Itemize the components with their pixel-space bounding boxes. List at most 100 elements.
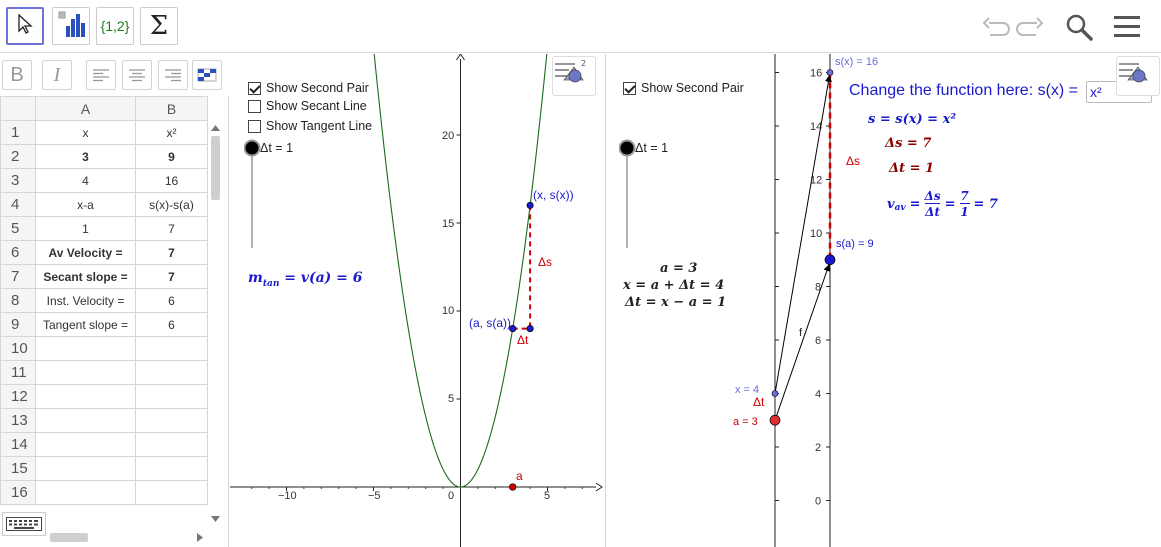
italic-button[interactable]: I (42, 60, 72, 90)
cell-b[interactable]: 7 (135, 264, 208, 289)
row-header[interactable]: 3 (0, 168, 36, 193)
checkbox-box[interactable] (623, 81, 636, 95)
row-header[interactable]: 13 (0, 408, 36, 433)
bold-button[interactable]: B (2, 60, 32, 90)
cell-a[interactable] (35, 456, 136, 481)
row-header[interactable]: 5 (0, 216, 36, 241)
cell-b[interactable]: 9 (135, 144, 208, 169)
redo-icon[interactable] (1016, 12, 1046, 42)
row-header[interactable]: 4 (0, 192, 36, 217)
cell-a[interactable]: 1 (35, 216, 136, 241)
slider-knob[interactable] (619, 139, 636, 157)
cell-b[interactable] (135, 456, 208, 481)
align-center-button[interactable] (122, 60, 152, 90)
cell-a[interactable]: Secant slope = (35, 264, 136, 289)
cell-a[interactable] (35, 384, 136, 409)
vector-a-to-sa[interactable] (774, 264, 831, 421)
graphics-view-right[interactable]: 0 2 4 6 8 10 12 14 16 Show Second Pair Δt = 1 a … (605, 54, 1161, 547)
list-tool-button[interactable]: {1,2} (96, 7, 134, 45)
row-header[interactable]: 8 (0, 288, 36, 313)
corner-cell[interactable] (0, 96, 36, 121)
cell-b[interactable] (135, 384, 208, 409)
row-header[interactable]: 6 (0, 240, 36, 265)
cell-b[interactable]: 6 (135, 312, 208, 337)
cell-b[interactable]: 6 (135, 288, 208, 313)
menu-icon[interactable] (1112, 12, 1142, 42)
right-graph-canvas[interactable]: 0 2 4 6 8 10 12 14 16 (606, 54, 1161, 547)
cell-a[interactable]: x-a (35, 192, 136, 217)
point-corner[interactable] (526, 325, 534, 333)
checkbox-box[interactable] (248, 119, 261, 133)
row-header[interactable]: 2 (0, 144, 36, 169)
scroll-right-icon[interactable] (197, 533, 204, 542)
point-s-a[interactable] (824, 254, 836, 266)
cell-a[interactable]: x (35, 120, 136, 145)
chart-tool-button[interactable] (52, 7, 90, 45)
row-header[interactable]: 10 (0, 336, 36, 361)
point-a-3[interactable] (769, 414, 781, 426)
cell-b[interactable] (135, 360, 208, 385)
cell-a[interactable]: 3 (35, 144, 136, 169)
graphics-view-left[interactable]: 2 Show Second Pair Show Secant Line Show… (230, 54, 603, 547)
cell-b[interactable]: x² (135, 120, 208, 145)
row-header[interactable]: 15 (0, 456, 36, 481)
row-header[interactable]: 7 (0, 264, 36, 289)
slider-knob[interactable] (244, 139, 261, 157)
keyboard-button[interactable] (2, 512, 46, 536)
cell-a[interactable]: Av Velocity = (35, 240, 136, 265)
show-secant-line-checkbox[interactable]: Show Secant Line (248, 99, 367, 113)
horizontal-scroll-thumb[interactable] (50, 533, 88, 542)
undo-icon[interactable] (980, 12, 1010, 42)
show-tangent-line-checkbox[interactable]: Show Tangent Line (248, 119, 372, 133)
cell-a[interactable]: Tangent slope = (35, 312, 136, 337)
row-header[interactable]: 11 (0, 360, 36, 385)
cell-a[interactable] (35, 480, 136, 505)
cell-b[interactable]: 16 (135, 168, 208, 193)
show-second-pair-checkbox[interactable]: Show Second Pair (248, 81, 369, 95)
align-left-button[interactable] (86, 60, 116, 90)
row-header[interactable]: 16 (0, 480, 36, 505)
cell-b[interactable]: 7 (135, 216, 208, 241)
scroll-down-icon[interactable] (211, 516, 220, 523)
point-x-4[interactable] (771, 390, 779, 397)
row-header[interactable]: 1 (0, 120, 36, 145)
row-header[interactable]: 12 (0, 384, 36, 409)
search-icon[interactable] (1064, 12, 1094, 42)
delta-t-slider-right[interactable] (619, 138, 639, 250)
show-second-pair-checkbox-right[interactable]: Show Second Pair (623, 81, 744, 95)
column-header-a[interactable]: A (35, 96, 136, 121)
sum-tool-button[interactable]: Σ (140, 7, 178, 45)
row-header[interactable]: 9 (0, 312, 36, 337)
cell-style-button[interactable] (192, 60, 222, 90)
point-x-sx[interactable] (526, 201, 534, 209)
cell-b[interactable]: 7 (135, 240, 208, 265)
cell-b[interactable] (135, 432, 208, 457)
align-right-button[interactable] (158, 60, 188, 90)
cell-b[interactable] (135, 336, 208, 361)
point-s-x[interactable] (826, 69, 834, 76)
point-a-axis[interactable] (509, 483, 517, 491)
horizontal-scrollbar[interactable] (0, 530, 207, 544)
row-header[interactable]: 14 (0, 432, 36, 457)
cell-a[interactable] (35, 360, 136, 385)
vertical-scrollbar[interactable] (209, 124, 221, 524)
move-tool-button[interactable] (6, 7, 44, 45)
delta-t-slider[interactable] (244, 138, 264, 250)
cell-b[interactable] (135, 408, 208, 433)
point-a-sa[interactable] (509, 325, 517, 333)
cell-b[interactable]: s(x)-s(a) (135, 192, 208, 217)
cell-a[interactable]: Inst. Velocity = (35, 288, 136, 313)
checkbox-box[interactable] (248, 99, 261, 113)
left-graph-canvas[interactable] (230, 54, 603, 547)
cell-a[interactable] (35, 336, 136, 361)
checkbox-box[interactable] (248, 81, 261, 95)
column-header-b[interactable]: B (135, 96, 208, 121)
cell-b[interactable] (135, 480, 208, 505)
scroll-up-icon[interactable] (211, 124, 220, 131)
style-bar-toggle-right[interactable] (1116, 56, 1160, 96)
vector-x-to-sx[interactable] (774, 74, 832, 394)
vertical-scroll-thumb[interactable] (211, 136, 220, 200)
cell-a[interactable] (35, 408, 136, 433)
style-bar-toggle-left[interactable]: 2 (552, 56, 596, 96)
cell-a[interactable]: 4 (35, 168, 136, 193)
